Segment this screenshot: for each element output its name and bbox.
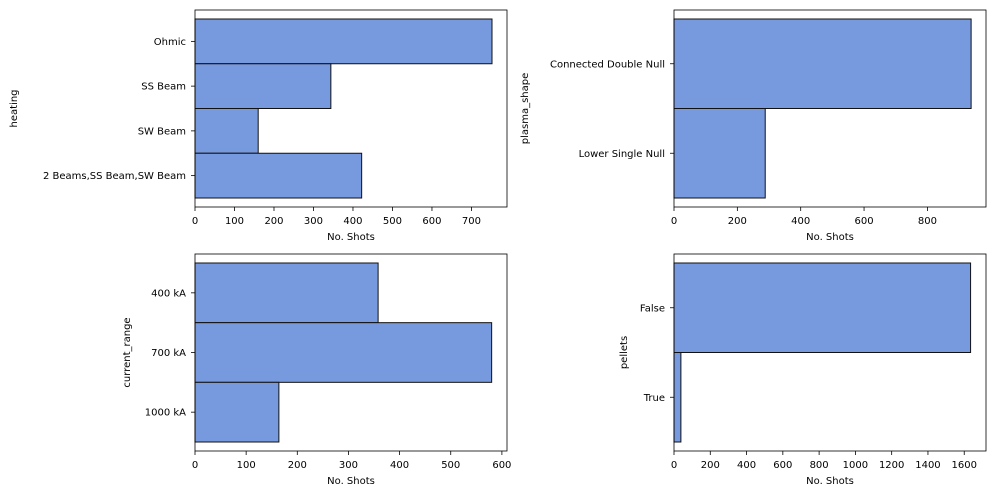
x-tick-label: 500 <box>441 460 460 471</box>
y-tick-label: 1000 kA <box>145 408 186 419</box>
bar <box>194 381 280 443</box>
x-tick-label: 0 <box>192 460 198 471</box>
y-axis-label: current_range <box>122 317 133 387</box>
x-tick-label: 200 <box>701 460 720 471</box>
bar <box>194 262 379 324</box>
x-tick-label: 400 <box>390 460 409 471</box>
x-tick-label: 1200 <box>879 460 904 471</box>
x-tick-label: 600 <box>492 460 511 471</box>
x-tick-label: 600 <box>422 216 441 227</box>
x-tick-label: 0 <box>192 216 198 227</box>
x-tick-label: 1000 <box>843 460 868 471</box>
chart-panel-4: False True 0 200 400 600 800 1000 1200 1400 1600 No… <box>619 253 987 487</box>
y-tick-label: Connected Double Null <box>550 59 665 70</box>
y-tick-label: True <box>643 393 665 404</box>
x-tick-label: 800 <box>918 216 937 227</box>
y-tick-label: Lower Single Null <box>579 149 665 160</box>
x-tick-label: 800 <box>810 460 829 471</box>
x-axis-label: No. Shots <box>806 232 854 243</box>
plot-frame <box>673 9 987 208</box>
y-tick-label: SW Beam <box>138 126 186 137</box>
bar <box>673 352 682 443</box>
x-tick-label: 100 <box>237 460 256 471</box>
plot-frame <box>194 9 508 208</box>
plot-frame <box>673 253 987 452</box>
x-axis-label: No. Shots <box>327 232 375 243</box>
x-axis-label: No. Shots <box>806 476 854 487</box>
x-tick-label: 400 <box>343 216 362 227</box>
bar <box>194 152 363 199</box>
y-tick-label: 700 kA <box>151 348 186 359</box>
y-axis-label: plasma_shape <box>520 73 531 145</box>
x-tick-label: 200 <box>728 216 747 227</box>
bar <box>673 18 972 109</box>
chart-panel-2: Connected Double Null Lower Single Null 0 2… <box>520 9 987 243</box>
x-tick-label: 300 <box>339 460 358 471</box>
y-axis-label: pellets <box>619 336 630 369</box>
bar <box>673 262 972 353</box>
x-axis-label: No. Shots <box>327 476 375 487</box>
x-tick-label: 200 <box>288 460 307 471</box>
y-tick-label: 400 kA <box>151 288 186 299</box>
charts-group: Ohmic SS Beam SW Beam 2 Beams,SS Beam,SW Be… <box>9 9 987 487</box>
y-tick-label: Ohmic <box>154 37 186 48</box>
bar <box>194 18 493 65</box>
chart-panel-1: Ohmic SS Beam SW Beam 2 Beams,SS Beam,SW Be… <box>9 9 508 243</box>
bar <box>673 108 766 199</box>
chart-panel-3: 400 kA 700 kA 1000 kA 0 100 200 300 400 500 600 No… <box>122 253 511 487</box>
bar <box>194 63 332 109</box>
x-tick-label: 0 <box>671 216 677 227</box>
x-tick-label: 500 <box>383 216 402 227</box>
x-tick-label: 100 <box>225 216 244 227</box>
x-tick-label: 300 <box>304 216 323 227</box>
y-tick-label: SS Beam <box>141 82 186 93</box>
x-tick-label: 200 <box>264 216 283 227</box>
x-tick-label: 1400 <box>915 460 940 471</box>
x-tick-label: 600 <box>773 460 792 471</box>
x-tick-label: 400 <box>737 460 756 471</box>
bar <box>194 322 493 383</box>
y-axis-label: heating <box>9 89 20 127</box>
x-tick-label: 0 <box>671 460 677 471</box>
bar <box>194 108 259 154</box>
x-tick-label: 600 <box>855 216 874 227</box>
y-tick-label: False <box>640 303 665 314</box>
y-tick-label: 2 Beams,SS Beam,SW Beam <box>43 171 186 182</box>
x-tick-label: 700 <box>462 216 481 227</box>
x-tick-label: 400 <box>791 216 810 227</box>
x-tick-label: 1600 <box>952 460 977 471</box>
